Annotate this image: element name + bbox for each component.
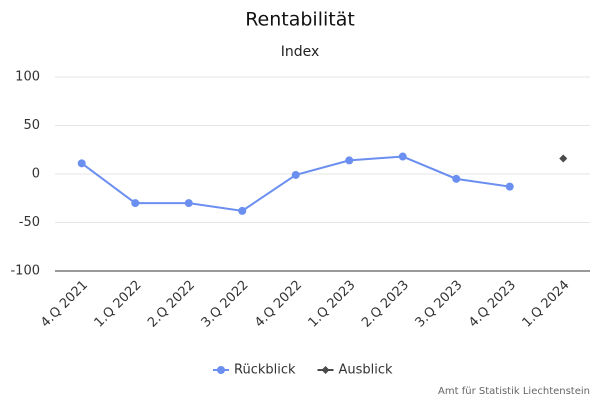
- marker: [184, 199, 193, 208]
- x-tick-label: 1.Q 2023: [306, 278, 359, 331]
- x-tick-label: 3.Q 2022: [199, 278, 252, 331]
- line: [81, 155, 510, 212]
- marker: [238, 206, 247, 215]
- x-tick-label: 4.Q 2021: [38, 278, 91, 331]
- legend-marker: [321, 366, 330, 374]
- marker: [559, 154, 568, 163]
- marker: [452, 174, 461, 183]
- x-tick-label: 1.Q 2024: [520, 278, 573, 331]
- x-tick-label: 4.Q 2022: [252, 278, 305, 331]
- legend-marker: [217, 366, 225, 374]
- x-tick-label: 1.Q 2022: [92, 278, 145, 331]
- x-tick-label: 2.Q 2022: [145, 278, 198, 331]
- marker: [291, 170, 300, 179]
- y-tick-label: 0: [32, 167, 40, 182]
- legend-label: Rückblick: [234, 363, 296, 378]
- y-tick-label: -50: [19, 215, 40, 230]
- marker: [131, 199, 140, 208]
- legend-label: Ausblick: [339, 363, 394, 378]
- chart-subtitle: Index: [281, 44, 320, 60]
- y-tick-label: -100: [10, 264, 40, 279]
- x-tick-label: 4.Q 2023: [466, 278, 519, 331]
- y-tick-label: 100: [15, 70, 40, 85]
- chart-title: Rentabilität: [245, 9, 355, 31]
- marker: [345, 156, 354, 165]
- y-tick-label: 50: [23, 118, 40, 133]
- marker: [505, 182, 514, 191]
- marker: [398, 152, 407, 161]
- credit: Amt für Statistik Liechtenstein: [438, 386, 590, 397]
- x-tick-label: 3.Q 2023: [413, 278, 466, 331]
- marker: [77, 159, 86, 168]
- x-tick-label: 2.Q 2023: [359, 278, 412, 331]
